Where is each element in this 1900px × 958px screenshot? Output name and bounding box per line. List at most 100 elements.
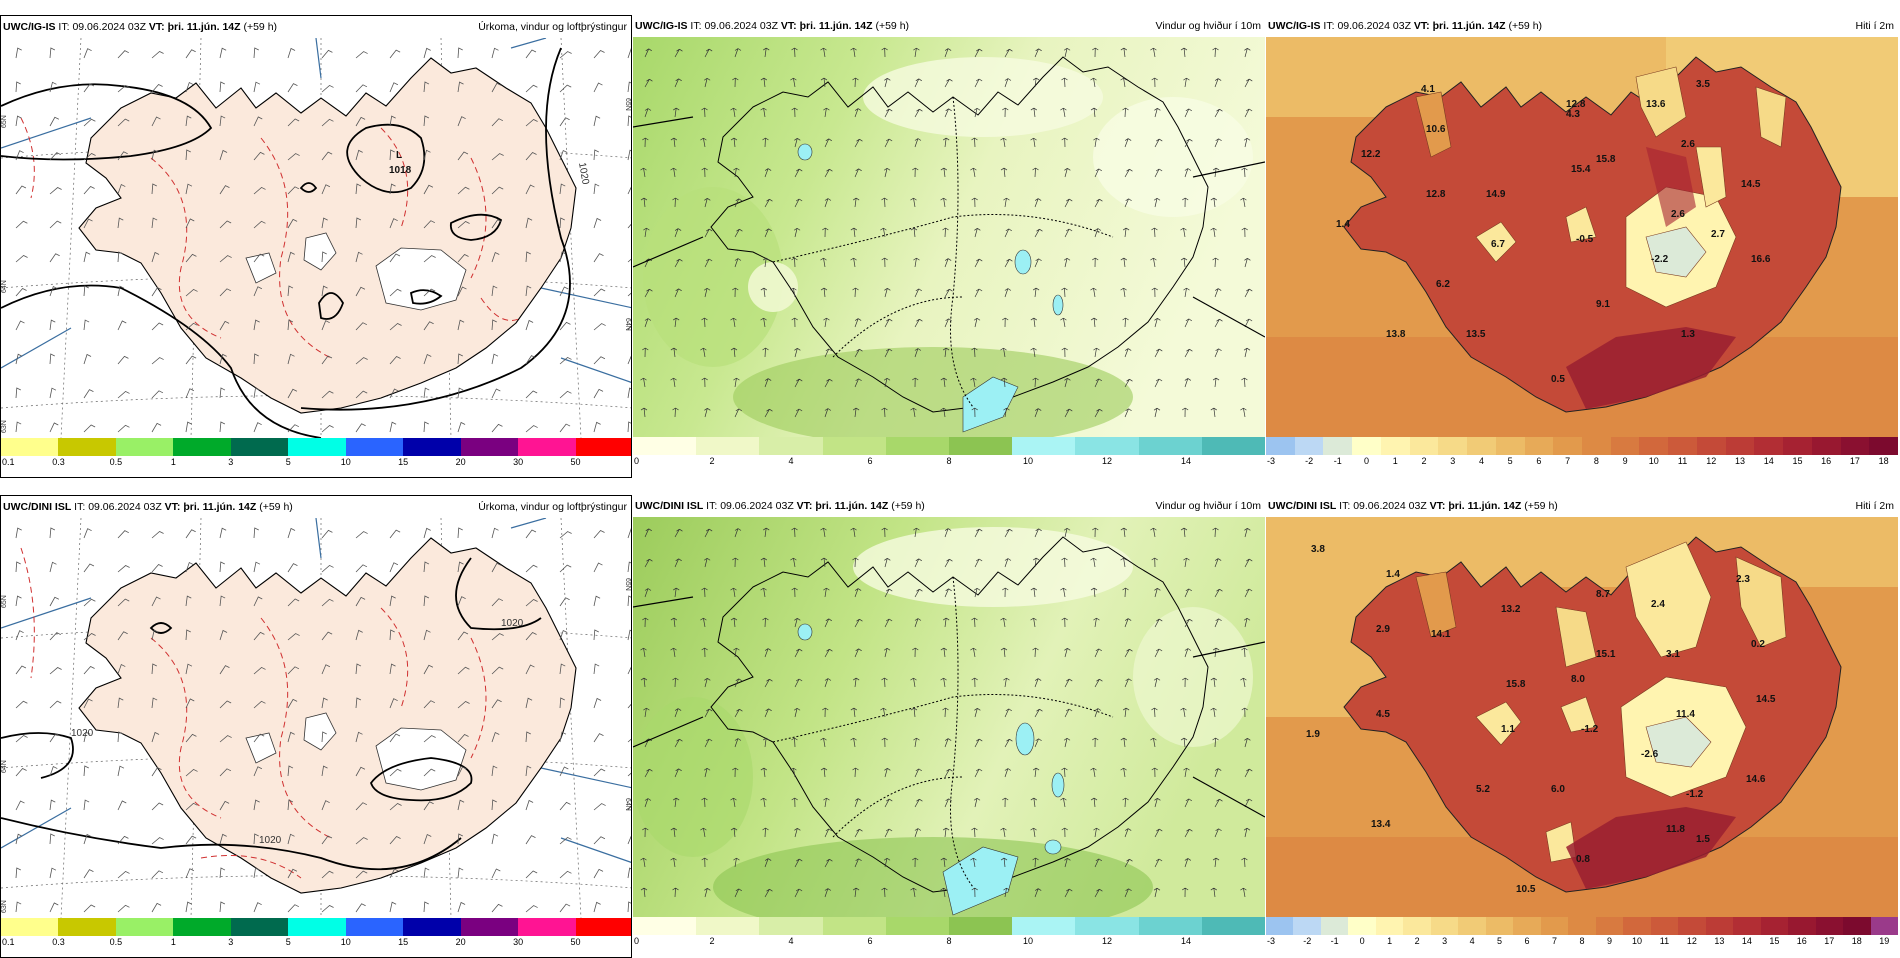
cool-highlands	[1415, 541, 1787, 863]
panel-title: Úrkoma, vindur og loftþrýstingur	[478, 501, 627, 513]
it-label: IT:	[690, 20, 702, 32]
scale-tick: 14	[1180, 936, 1192, 946]
temp-label: 0.8	[1576, 854, 1590, 865]
scale-tick: 0	[634, 456, 640, 466]
lat-label: 65N	[1, 115, 8, 128]
vt-value: þri. 11.jún. 14Z	[183, 501, 257, 513]
regions	[772, 96, 1114, 408]
temp-label: 2.6	[1681, 139, 1695, 150]
vt-label: VT:	[1429, 500, 1446, 512]
lead-time: (+59 h)	[259, 501, 293, 513]
vt-value: þri. 11.jún. 14Z	[1448, 500, 1522, 512]
temp-labels: 3.8 1.4 2.9 14.1 13.2 8.7 2.4 2.3 15.8 8.0 15.1 3.1…	[1306, 544, 1776, 895]
temp-label: -1.2	[1686, 789, 1704, 800]
temp-label: 14.6	[1746, 774, 1766, 785]
lead-time: (+59 h)	[243, 21, 278, 33]
scale-swatch	[1075, 917, 1140, 935]
scale-swatch	[575, 438, 631, 456]
temp-label: 4.3	[1566, 109, 1580, 120]
temp-label: 2.7	[1711, 229, 1725, 240]
scale-tick: 1	[1387, 936, 1393, 946]
it-label: IT:	[58, 21, 70, 33]
scale-swatch	[1294, 437, 1324, 455]
lead-time: (+59 h)	[875, 20, 910, 32]
scale-swatch	[885, 917, 950, 935]
temp-label: 9.1	[1596, 299, 1610, 310]
scale-swatch	[1696, 437, 1727, 455]
scale-tick: 3	[1442, 936, 1448, 946]
temp-label: 13.8	[1386, 329, 1406, 340]
temp-label: 13.6	[1646, 99, 1666, 110]
scale-swatch	[1485, 917, 1514, 935]
panel-title: Vindur og hviður í 10m	[1155, 500, 1261, 512]
temp-label: 0.2	[1751, 639, 1765, 650]
iceland-outline	[710, 56, 1209, 413]
scale-tick: 0	[1359, 936, 1365, 946]
temp-label: 10.5	[1516, 884, 1536, 895]
lat-label: 64N	[1, 280, 8, 293]
scale-swatch	[460, 438, 519, 456]
panel-header: UWC/IG-IS IT: 09.06.2024 03Z VT: þri. 11…	[1, 16, 631, 38]
scale-swatch	[1788, 917, 1817, 935]
lead-time: (+59 h)	[1508, 20, 1543, 32]
scale-tick: 20	[455, 457, 466, 467]
cool-highlands	[1415, 66, 1787, 308]
it-value: 09.06.2024 03Z	[1353, 500, 1427, 512]
vt-label: VT:	[148, 21, 165, 33]
scale-tick: 10	[1648, 456, 1659, 466]
scale-swatch	[1639, 437, 1669, 455]
scale-swatch	[1869, 437, 1898, 455]
temp-label: 6.0	[1551, 784, 1565, 795]
wind-map	[633, 37, 1265, 437]
temp-label: 3.8	[1311, 544, 1325, 555]
scale-swatch	[173, 438, 232, 456]
wind-patches	[633, 527, 1253, 917]
panel-header: UWC/IG-IS IT: 09.06.2024 03Z VT: þri. 11…	[1266, 15, 1898, 37]
vt-value: þri. 11.jún. 14Z	[815, 500, 889, 512]
panel-header: UWC/IG-IS IT: 09.06.2024 03Z VT: þri. 11…	[633, 15, 1265, 37]
scale-swatch	[1815, 917, 1844, 935]
coast-lines-blue	[1, 38, 631, 383]
temp-label: 8.7	[1596, 589, 1610, 600]
scale-swatch	[1075, 437, 1140, 455]
panel-header: UWC/DINI ISL IT: 09.06.2024 03Z VT: þri.…	[1, 496, 631, 518]
scale-swatch	[460, 918, 519, 936]
scale-swatch	[1138, 917, 1203, 935]
wind-map	[633, 517, 1265, 917]
scale-tick: -1	[1330, 936, 1339, 946]
scale-tick: 50	[570, 937, 581, 947]
lat-label: 63N	[1, 420, 8, 433]
temp-label: 14.5	[1756, 694, 1776, 705]
temp-label: 16.6	[1751, 254, 1771, 265]
model-name: UWC/DINI ISL	[635, 500, 704, 512]
panel-ig-precip: UWC/IG-IS IT: 09.06.2024 03Z VT: þri. 11…	[0, 15, 632, 478]
temp-label: 14.9	[1486, 189, 1506, 200]
scale-tick: -2	[1305, 456, 1314, 466]
color-scale: 0 2 4 6 8 10 12 14	[633, 917, 1265, 957]
it-label: IT:	[706, 500, 718, 512]
scale-tick: 16	[1821, 456, 1832, 466]
scale-swatch	[1266, 917, 1294, 935]
temp-labels: 4.110.612.212.81.414.912.84.315.815.413.…	[1336, 79, 1771, 385]
scale-swatch	[1760, 917, 1789, 935]
vt-value: þri. 11.jún. 14Z	[167, 21, 241, 33]
isobar-label: 1020	[71, 728, 94, 739]
scale-swatch	[58, 438, 117, 456]
scale-tick: 4	[1478, 456, 1484, 466]
scale-tick: 0.1	[2, 457, 15, 467]
scale-tick: 30	[513, 937, 524, 947]
wind-arrows	[640, 527, 1253, 898]
scale-tick: 0.5	[109, 457, 123, 467]
color-scale: 0.1 0.3 0.5 1 3 5 10 15 20 30 50	[1, 438, 631, 477]
scale-swatch	[1595, 917, 1624, 935]
temp-label: 13.5	[1466, 329, 1486, 340]
color-scale: -3 -2 -1 0 1 2 3 4 5 6 7 8 9 10 11 12 13 14 15 16 17 18 19	[1266, 917, 1898, 957]
temp-label: 14.1	[1431, 629, 1451, 640]
scale-tick: 15	[1792, 456, 1803, 466]
scale-tick: 10	[340, 937, 351, 947]
lead-time: (+59 h)	[891, 500, 925, 512]
isobars	[1, 557, 542, 871]
scale-swatch	[633, 437, 697, 455]
model-name: UWC/IG-IS	[1268, 20, 1321, 32]
warm-south	[1566, 807, 1736, 889]
